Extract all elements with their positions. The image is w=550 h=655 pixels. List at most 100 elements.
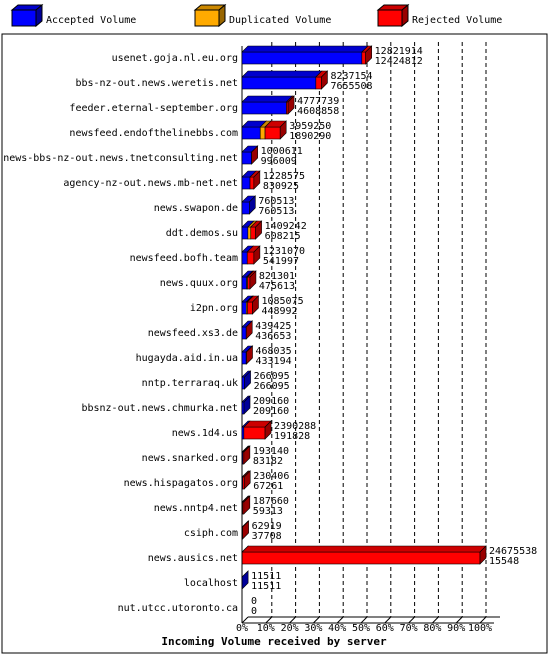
bar-segment [241, 401, 245, 415]
accepted-label: 37708 [252, 531, 282, 542]
tick-mark [313, 616, 320, 624]
legend-swatch [377, 9, 403, 27]
accepted-label: 475613 [259, 281, 295, 292]
x-tick-label: 10% [257, 623, 275, 634]
bar-side [241, 570, 249, 590]
bar-side [321, 70, 328, 90]
y-tick-label: news-bbs-nz-out.news.tnetconsulting.net [3, 153, 238, 164]
total-label: 11511 [251, 571, 281, 582]
accepted-label: 191828 [274, 431, 310, 442]
y-tick-label: bbsnz-out.news.chmurka.net [81, 403, 238, 414]
bar-segment [241, 76, 317, 90]
legend-swatch [194, 9, 220, 27]
y-tick-label: csiph.com [184, 528, 238, 539]
total-label: 760513 [258, 196, 294, 207]
x-tick-label: 60% [376, 623, 394, 634]
bar-side [243, 495, 251, 515]
x-tick-label: 50% [352, 623, 370, 634]
x-tick-label: 90% [447, 623, 465, 634]
accepted-label: 7655508 [330, 81, 372, 92]
tick-mark [455, 616, 463, 624]
total-label: 266095 [254, 371, 290, 382]
total-label: 230406 [253, 471, 289, 482]
y-tick-label: news.swapon.de [154, 203, 238, 214]
accepted-label: 541997 [263, 256, 299, 267]
x-tick-label: 100% [468, 623, 492, 634]
total-label: 8237154 [330, 71, 372, 82]
total-label: 209160 [253, 396, 289, 407]
legend-label: Duplicated Volume [229, 15, 331, 26]
legend-swatch-side [401, 3, 409, 28]
bar-side [479, 545, 487, 565]
total-label: 1000611 [261, 146, 303, 157]
accepted-label: 209160 [253, 406, 289, 417]
y-tick-label: feeder.eternal-september.org [69, 103, 238, 114]
accepted-label: 67261 [253, 481, 283, 492]
total-label: 0 [251, 596, 257, 607]
tick-mark [479, 616, 487, 624]
legend-swatch-side [218, 3, 226, 28]
bar-segment [250, 226, 256, 240]
y-tick-label: newsfeed.bofh.team [130, 253, 238, 264]
accepted-label: 4608858 [297, 106, 339, 117]
total-label: 1231070 [263, 246, 305, 257]
accepted-label: 59313 [253, 506, 283, 517]
total-label: 187660 [253, 496, 289, 507]
total-label: 1409242 [265, 221, 307, 232]
total-label: 62919 [252, 521, 282, 532]
total-label: 1085075 [261, 296, 303, 307]
bar-segment [241, 351, 247, 365]
bar-segment [246, 251, 255, 265]
bar-side [264, 420, 272, 440]
total-label: 821301 [259, 271, 295, 282]
tick-mark [289, 616, 296, 624]
x-tick-label: 40% [328, 623, 346, 634]
accepted-label: 760513 [258, 206, 294, 217]
accepted-label: 0 [251, 606, 257, 617]
bar-segment [241, 376, 245, 390]
accepted-label: 608215 [265, 231, 301, 242]
bar-segment [247, 276, 251, 290]
y-tick-label: news.quux.org [160, 278, 238, 289]
bar-segment [241, 326, 247, 340]
total-label: 3959250 [289, 121, 331, 132]
y-tick-label: nut.utcc.utoronto.ca [118, 603, 238, 614]
bar-side [255, 220, 262, 240]
legend-label: Rejected Volume [412, 15, 502, 26]
accepted-label: 11511 [251, 581, 281, 592]
bar-side [245, 320, 253, 340]
accepted-label: 433194 [256, 356, 292, 367]
tick-mark [384, 616, 392, 624]
accepted-label: 996009 [261, 156, 297, 167]
bar-segment [259, 126, 266, 140]
bar-segment [241, 201, 250, 215]
bar-top [241, 95, 294, 103]
bar-segment [247, 226, 252, 240]
accepted-label: 448992 [261, 306, 297, 317]
x-tick-label: 80% [423, 623, 441, 634]
bar-segment [241, 276, 247, 290]
y-tick-label: localhost [184, 578, 238, 589]
bar-side [243, 445, 251, 465]
bar-segment [241, 551, 481, 565]
total-label: 24675538 [489, 546, 537, 557]
y-tick-label: news.snarked.org [142, 453, 238, 464]
y-tick-label: nntp.terraraq.uk [142, 378, 238, 389]
bar-segment [361, 51, 366, 65]
bar-side [253, 170, 261, 190]
bar-side [287, 95, 295, 115]
bar-segment [241, 51, 363, 65]
y-tick-label: agency-nz-out.news.mb-net.net [63, 178, 238, 189]
accepted-label: 830925 [263, 181, 299, 192]
y-tick-label: newsfeed.xs3.de [148, 328, 238, 339]
total-label: 12821914 [375, 46, 423, 57]
bar-side [243, 470, 251, 490]
bar-top [241, 70, 323, 78]
x-tick-label: 70% [400, 623, 418, 634]
x-tick-label: 20% [281, 623, 299, 634]
bar-side [249, 270, 257, 290]
accepted-label: 15548 [489, 556, 519, 567]
bar-segment [241, 251, 248, 265]
bar-side [365, 45, 372, 65]
